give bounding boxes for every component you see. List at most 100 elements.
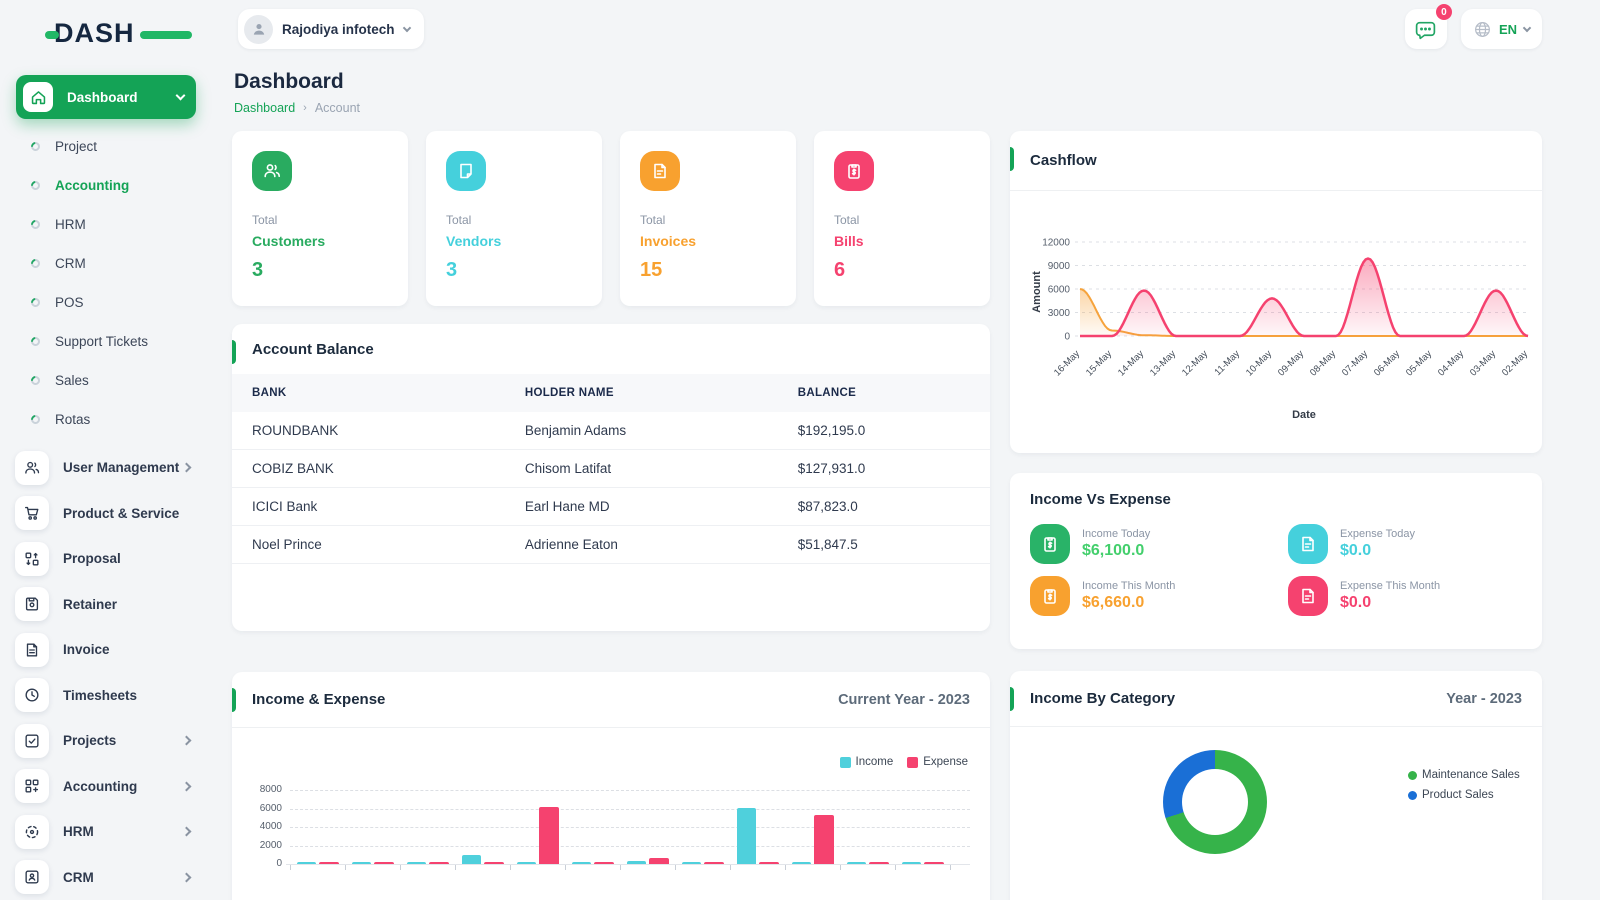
x-tick bbox=[840, 865, 841, 870]
income-bar bbox=[571, 862, 591, 864]
bullet-icon bbox=[29, 413, 42, 426]
income-bar bbox=[901, 862, 921, 864]
x-tick-label: 16-May bbox=[1052, 348, 1082, 378]
x-axis-label: Date bbox=[1292, 409, 1316, 421]
stat-value: 15 bbox=[640, 259, 663, 281]
sidebar-item-timesheets[interactable]: Timesheets bbox=[0, 673, 212, 719]
sidebar-item-dashboard[interactable]: Dashboard bbox=[16, 75, 196, 119]
cashflow-title: Cashflow bbox=[1030, 152, 1097, 169]
legend-product-sales[interactable]: Product Sales bbox=[1408, 789, 1520, 801]
sidebar-item-label: CRM bbox=[63, 869, 94, 885]
sidebar-item-label: Timesheets bbox=[63, 687, 138, 703]
sidebar-item-crm[interactable]: CRM bbox=[0, 244, 212, 283]
chevron-down-icon bbox=[1522, 23, 1532, 32]
chevron-right-icon bbox=[181, 462, 192, 473]
invoice-icon bbox=[15, 632, 49, 667]
home-icon bbox=[23, 82, 53, 112]
breadcrumb-separator: › bbox=[303, 102, 307, 114]
sidebar-item-accounting-menu[interactable]: Accounting bbox=[0, 764, 212, 810]
sidebar-item-hrm-menu[interactable]: HRM bbox=[0, 809, 212, 855]
expense-file-icon bbox=[1288, 576, 1328, 616]
sidebar-item-projects[interactable]: Projects bbox=[0, 718, 212, 764]
x-tick bbox=[345, 865, 346, 870]
gridline bbox=[290, 845, 970, 847]
brand-logo[interactable]: DASH bbox=[45, 18, 192, 49]
sidebar-item-support-tickets[interactable]: Support Tickets bbox=[0, 322, 212, 361]
ive-label: Expense Today bbox=[1340, 528, 1416, 540]
x-tick bbox=[510, 865, 511, 870]
sidebar-item-rotas[interactable]: Rotas bbox=[0, 400, 212, 439]
x-tick bbox=[675, 865, 676, 870]
gridline bbox=[290, 808, 970, 810]
expense-bar bbox=[429, 862, 449, 864]
ive-value: $0.0 bbox=[1340, 594, 1372, 611]
stat-top-label: Total bbox=[640, 213, 666, 227]
sidebar-item-label: Accounting bbox=[63, 778, 138, 794]
sidebar-item-sales[interactable]: Sales bbox=[0, 361, 212, 400]
bank-cell: ROUNDBANK bbox=[232, 412, 505, 450]
projects-icon bbox=[15, 723, 49, 758]
balance-cell: $192,195.0 bbox=[777, 412, 990, 450]
expense-bar bbox=[869, 862, 889, 864]
cashflow-card: Cashflow 0 3000 6000 9000 12000 16-May 15-May 1… bbox=[1010, 131, 1542, 453]
income-clipboard-icon bbox=[1030, 576, 1070, 616]
stat-card-customers: Total Customers 3 bbox=[232, 131, 408, 306]
messages-button[interactable]: 0 bbox=[1404, 4, 1452, 49]
x-tick-label: 08-May bbox=[1308, 348, 1338, 378]
sidebar-item-crm-menu[interactable]: CRM bbox=[0, 855, 212, 900]
sidebar-item-label: Rotas bbox=[55, 412, 91, 427]
workspace-selector[interactable]: Rajodiya infotech bbox=[238, 9, 424, 49]
balance-cell: $127,931.0 bbox=[777, 449, 990, 488]
ive-label: Income Today bbox=[1082, 528, 1151, 540]
income-clipboard-icon bbox=[1030, 524, 1070, 564]
sidebar-item-invoice[interactable]: Invoice bbox=[0, 627, 212, 673]
chevron-down-icon bbox=[175, 90, 186, 101]
legend-maintenance-sales[interactable]: Maintenance Sales bbox=[1408, 769, 1520, 781]
page-title: Dashboard bbox=[234, 70, 344, 93]
crm-icon bbox=[15, 860, 49, 895]
y-axis-label: Amount bbox=[1031, 271, 1043, 313]
income-vs-expense-card: Income Vs Expense Income Today $6,100.0 bbox=[1010, 473, 1542, 649]
sidebar-item-hrm[interactable]: HRM bbox=[0, 205, 212, 244]
bullet-icon bbox=[29, 179, 42, 192]
y-tick-label: 6000 bbox=[1048, 285, 1071, 296]
x-tick-label: 02-May bbox=[1500, 348, 1530, 378]
stat-label: Bills bbox=[834, 233, 864, 249]
sidebar-item-project[interactable]: Project bbox=[0, 127, 212, 166]
language-selector[interactable]: EN bbox=[1460, 9, 1542, 49]
bullet-icon bbox=[29, 296, 42, 309]
legend-income[interactable]: Income bbox=[839, 756, 894, 768]
legend-label: Income bbox=[855, 756, 894, 768]
income-expense-bar-chart: 0 2000 4000 6000 8000 bbox=[252, 728, 970, 900]
sidebar-item-proposal[interactable]: Proposal bbox=[0, 536, 212, 582]
sidebar-item-user-management[interactable]: User Management bbox=[0, 445, 212, 491]
sidebar-item-pos[interactable]: POS bbox=[0, 283, 212, 322]
sidebar: DASH Dashboard Project Accounting HRM CR… bbox=[0, 0, 212, 900]
bullet-icon bbox=[29, 218, 42, 231]
maintenance-sales-dot bbox=[1408, 770, 1417, 780]
sidebar-item-label: HRM bbox=[63, 824, 94, 840]
income-category-donut-chart bbox=[1163, 750, 1267, 854]
logo-accent-dot bbox=[45, 31, 59, 39]
breadcrumb-link[interactable]: Dashboard bbox=[234, 101, 296, 115]
invoices-icon bbox=[640, 151, 680, 191]
legend-expense[interactable]: Expense bbox=[907, 756, 968, 768]
legend-label: Maintenance Sales bbox=[1422, 769, 1520, 781]
stat-card-bills: Total Bills 6 bbox=[814, 131, 990, 306]
expense-bar bbox=[484, 862, 504, 864]
sidebar-item-product-service[interactable]: Product & Service bbox=[0, 491, 212, 537]
sidebar-item-retainer[interactable]: Retainer bbox=[0, 582, 212, 628]
expense-bar bbox=[649, 858, 669, 864]
sidebar-item-label: Product & Service bbox=[63, 505, 180, 521]
x-tick bbox=[785, 865, 786, 870]
gridline bbox=[290, 827, 970, 828]
retainer-icon bbox=[15, 587, 49, 622]
stat-label: Vendors bbox=[446, 233, 502, 249]
sidebar-item-accounting[interactable]: Accounting bbox=[0, 166, 212, 205]
cashflow-area-chart: 0 3000 6000 9000 12000 16-May 15-May 14-May 13-M… bbox=[1010, 191, 1542, 453]
x-tick-label: 03-May bbox=[1468, 348, 1498, 378]
chevron-right-icon bbox=[181, 826, 192, 837]
breadcrumb: Dashboard › Account bbox=[234, 101, 1542, 115]
logo-accent-bar bbox=[140, 31, 192, 39]
balance-cell: $51,847.5 bbox=[777, 525, 990, 564]
